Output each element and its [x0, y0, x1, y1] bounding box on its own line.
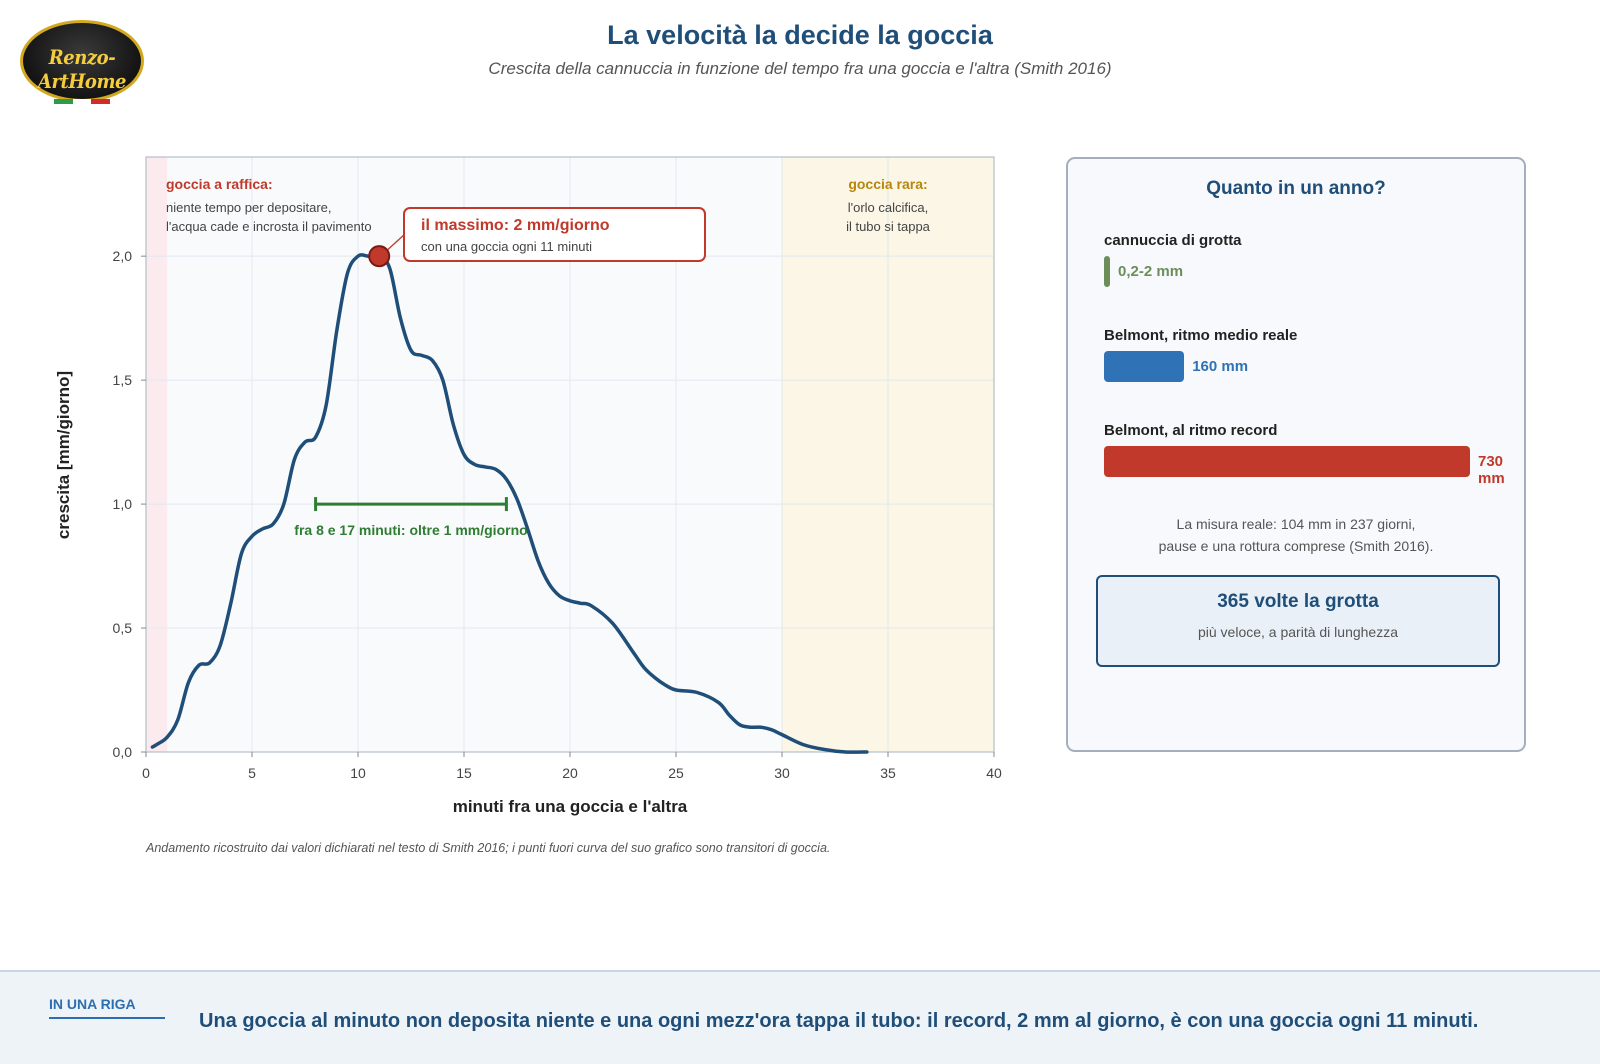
bar-label-belmont-average: Belmont, ritmo medio reale: [1104, 327, 1298, 344]
x-tick-label-6: 30: [774, 765, 790, 781]
range-marker-label: fra 8 e 17 minuti: oltre 1 mm/giorno: [294, 522, 527, 538]
region-band-0: [146, 157, 168, 752]
x-tick-label-1: 5: [248, 765, 256, 781]
flag-red: [91, 99, 111, 104]
footer-summary: Una goccia al minuto non deposita niente…: [199, 1010, 1479, 1032]
peak-callout-box: [403, 207, 706, 262]
x-tick-label-7: 35: [880, 765, 896, 781]
rare-drop-note-2: il tubo si tappa: [846, 219, 931, 234]
growth-curve: [150, 253, 869, 754]
burst-drop-note-1: niente tempo per depositare,: [166, 200, 332, 215]
panel-note: La misura reale: 104 mm in 237 giorni, p…: [1068, 513, 1524, 557]
bar-cave: [1104, 256, 1110, 287]
bar-value-belmont-record: 730 mm: [1478, 453, 1505, 487]
x-tick-label-3: 15: [456, 765, 472, 781]
highlight-box: 365 volte la grotta più veloce, a parità…: [1096, 575, 1500, 667]
panel-note-line-2: pause e una rottura comprese (Smith 2016…: [1158, 538, 1434, 554]
bar-value-belmont-average: 160 mm: [1192, 358, 1249, 375]
footer-tag-underline: [49, 1017, 165, 1019]
y-tick-label-0: 0,0: [113, 744, 133, 760]
x-tick-label-2: 10: [350, 765, 366, 781]
peak-leader-line: [386, 233, 406, 251]
page-subtitle: Crescita della cannuccia in funzione del…: [488, 59, 1112, 78]
bar-value-cave: 0,2-2 mm: [1118, 263, 1184, 280]
y-tick-label-4: 2,0: [113, 248, 133, 264]
flag-white: [72, 99, 92, 104]
burst-drop-note-2: l'acqua cade e incrosta il pavimento: [166, 219, 372, 234]
y-tick-label-2: 1,0: [113, 496, 133, 512]
logo: Renzo-ArtHome: [20, 20, 144, 104]
page-title: La velocità la decide la goccia: [607, 20, 993, 50]
x-tick-label-0: 0: [142, 765, 150, 781]
chart-note: Andamento ricostruito dai valori dichiar…: [145, 841, 830, 855]
peak-callout-title: il massimo: 2 mm/giorno: [421, 217, 610, 234]
flag-green: [54, 99, 73, 104]
italian-flag-icon: [54, 99, 111, 104]
peak-marker: [368, 245, 391, 268]
y-tick-label-1: 0,5: [113, 620, 133, 636]
bar-label-belmont-record: Belmont, al ritmo record: [1104, 422, 1278, 439]
panel-title: Quanto in un anno?: [1206, 178, 1386, 199]
rare-drop-note-1: l'orlo calcifica,: [848, 200, 929, 215]
x-tick-label-5: 25: [668, 765, 684, 781]
bar-label-cave: cannuccia di grotta: [1104, 232, 1242, 249]
annual-growth-panel: Quanto in un anno? cannuccia di grotta 0…: [1066, 157, 1526, 752]
footer: IN UNA RIGA Una goccia al minuto non dep…: [0, 970, 1600, 1064]
x-axis-label: minuti fra una goccia e l'altra: [453, 797, 688, 816]
growth-chart: 0 5 10 15 20 25 30 35 40 0,0 0,5 1,0 1,5 2,0 minuti f…: [54, 156, 1002, 855]
bar-belmont-record: [1104, 446, 1470, 477]
highlight-main: 365 volte la grotta: [1217, 591, 1379, 612]
bar-belmont-average: [1104, 351, 1185, 382]
burst-drop-title: goccia a raffica:: [166, 176, 273, 192]
logo-text: Renzo-ArtHome: [37, 45, 127, 93]
y-axis-label: crescita [mm/giorno]: [54, 371, 73, 539]
panel-note-line-1: La misura reale: 104 mm in 237 giorni,: [1176, 516, 1416, 532]
rare-drop-title: goccia rara:: [848, 176, 927, 192]
highlight-sub: più veloce, a parità di lunghezza: [1197, 624, 1399, 640]
peak-callout-text: con una goccia ogni 11 minuti: [421, 239, 592, 254]
x-tick-label-4: 20: [562, 765, 578, 781]
ticks-layer: 0 5 10 15 20 25 30 35 40 0,0 0,5 1,0 1,5 2,0: [113, 248, 1002, 781]
x-tick-label-8: 40: [986, 765, 1002, 781]
y-tick-label-3: 1,5: [113, 372, 133, 388]
footer-tag: IN UNA RIGA: [49, 996, 136, 1012]
